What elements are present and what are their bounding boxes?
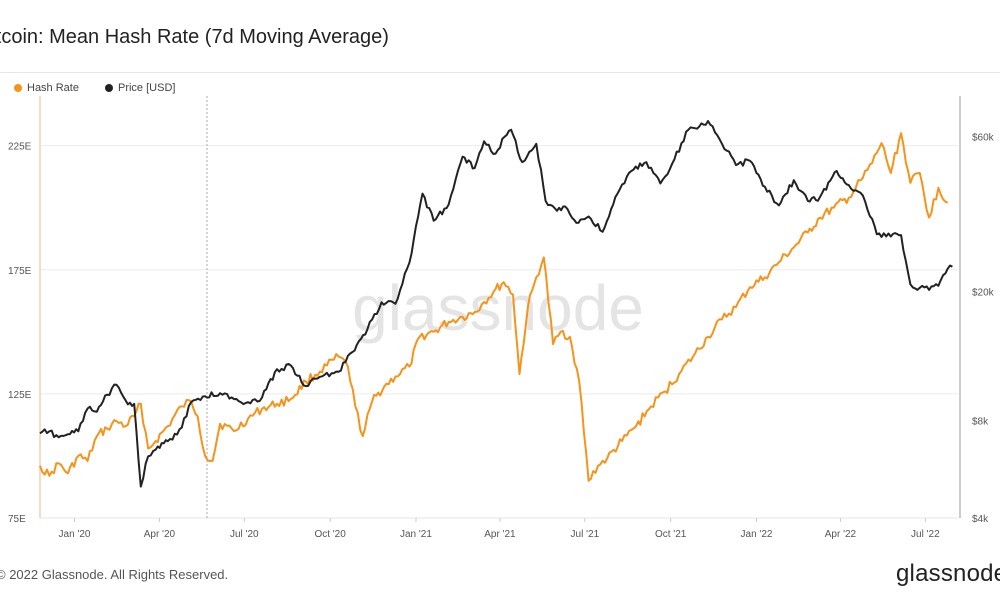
left-tick-75e: 75E — [8, 514, 26, 525]
x-tick-apr-22: Apr '22 — [825, 529, 857, 540]
legend-label-price: Price [USD] — [117, 82, 176, 94]
x-tick-jan-20: Jan '20 — [59, 529, 91, 540]
tick-labels: 75E 125E 175E 225E $4k $8k $20k $60k Jan '20 Apr … — [8, 133, 995, 540]
right-tick-4k: $4k — [972, 514, 989, 525]
chart-title: Bitcoin: Mean Hash Rate (7d Moving Avera… — [0, 26, 389, 48]
x-tick-oct-20: Oct '20 — [314, 529, 346, 540]
glassnode-logo[interactable]: glassnode — [896, 560, 1000, 587]
x-tick-oct-21: Oct '21 — [655, 529, 687, 540]
legend-label-hash-rate: Hash Rate — [27, 82, 79, 94]
header-divider — [0, 72, 1000, 73]
legend-item-price[interactable]: Price [USD] — [104, 82, 176, 94]
x-tick-jan-22: Jan '22 — [741, 529, 773, 540]
series-line-price-usd[interactable] — [39, 120, 953, 488]
series-lines — [39, 120, 953, 488]
x-tick-apr-21: Apr '21 — [484, 529, 516, 540]
right-tick-8k: $8k — [972, 416, 989, 427]
left-tick-225e: 225E — [8, 142, 32, 153]
chart-legend: Hash Rate Price [USD] — [14, 82, 175, 94]
x-tick-jul-21: Jul '21 — [571, 529, 600, 540]
legend-item-hash-rate[interactable]: Hash Rate — [14, 82, 79, 94]
x-tick-jan-21: Jan '21 — [400, 529, 432, 540]
legend-dot-price — [104, 84, 113, 92]
left-tick-125e: 125E — [8, 390, 32, 401]
axes — [39, 96, 961, 522]
watermark-text: glassnode — [352, 272, 644, 344]
series-line-hash-rate[interactable] — [39, 132, 949, 482]
x-tick-jul-20: Jul '20 — [230, 529, 259, 540]
right-tick-20k: $20k — [972, 287, 995, 298]
right-tick-60k: $60k — [972, 133, 995, 144]
left-tick-175e: 175E — [8, 266, 32, 277]
copyright-text: © 2022 Glassnode. All Rights Reserved. — [0, 567, 229, 582]
x-tick-jul-22: Jul '22 — [911, 529, 940, 540]
legend-dot-hash-rate — [14, 84, 22, 92]
x-tick-apr-20: Apr '20 — [144, 529, 176, 540]
